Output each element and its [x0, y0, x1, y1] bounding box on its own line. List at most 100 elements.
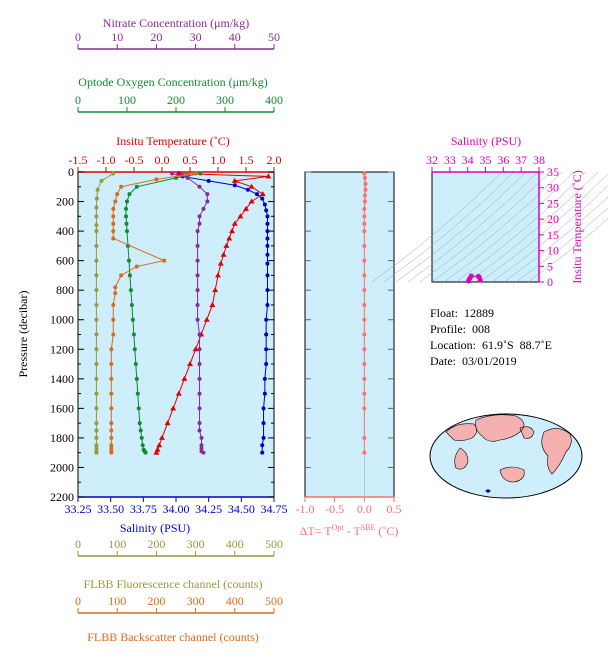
nitrate-point — [197, 406, 202, 411]
backscatter-point — [109, 406, 114, 411]
temperature-point — [231, 177, 238, 183]
salinity-point — [264, 362, 269, 367]
salinity-point — [255, 192, 260, 197]
backscatter-point — [109, 421, 114, 426]
delta-t-point — [362, 229, 367, 234]
temperature-point — [170, 405, 177, 411]
temperature-axis-title: Insitu Temperature (˚C) — [116, 134, 230, 148]
backscatter-point — [111, 317, 116, 322]
delta-t-tick-label: -0.5 — [325, 502, 344, 516]
density-contour — [383, 171, 515, 283]
temperature-series — [153, 170, 272, 455]
oxygen-point — [129, 302, 134, 307]
oxygen-point — [137, 421, 142, 426]
delta-t-point — [362, 302, 367, 307]
ts-temperature-tick-label: 25 — [547, 196, 559, 210]
temperature-point — [215, 272, 221, 278]
density-contour — [515, 207, 608, 283]
backscatter-point — [109, 391, 114, 396]
density-contour — [431, 171, 563, 283]
backscatter-point — [162, 258, 167, 263]
salinity-point — [265, 243, 270, 248]
fluorescence-point — [94, 229, 99, 234]
density-contour — [419, 171, 551, 283]
nitrate-tick-label: 40 — [229, 30, 241, 44]
backscatter-point — [115, 192, 120, 197]
oxygen-point — [124, 221, 129, 226]
nitrate-point — [197, 332, 202, 337]
temperature-point — [153, 449, 160, 455]
oxygen-point — [136, 406, 141, 411]
temperature-tick-label: -0.5 — [125, 153, 144, 167]
salinity-point — [261, 421, 266, 426]
nitrate-tick-label: 10 — [111, 30, 123, 44]
fluorescence-point — [94, 376, 99, 381]
salinity-point — [265, 252, 270, 257]
backscatter-point — [154, 177, 159, 182]
pressure-axis: 0 200 400 600 800 1000 1200 1400 1600 1800 2000 220… — [50, 165, 394, 504]
backscatter-axis-title: FLBB Backscatter channel (counts) — [87, 630, 259, 644]
nitrate-axis: 0 10 20 30 40 50 — [75, 30, 280, 50]
backscatter-tick-label: 400 — [226, 594, 244, 608]
delta-t-point — [362, 288, 367, 293]
salinity-tick-label: 34.75 — [261, 502, 288, 516]
ts-point — [477, 277, 483, 283]
temperature-point — [159, 434, 165, 440]
nitrate-point — [197, 184, 202, 189]
oxygen-axis: 0 100 200 300 400 — [75, 93, 283, 113]
fluorescence-point — [94, 347, 99, 352]
oxygen-point — [127, 192, 132, 197]
backscatter-series — [109, 171, 198, 455]
ts-salinity-axis-title: Salinity (PSU) — [451, 134, 521, 148]
nitrate-tick-label: 50 — [268, 30, 280, 44]
nitrate-point — [197, 376, 202, 381]
pressure-tick-label: 600 — [56, 254, 74, 268]
nitrate-point — [195, 288, 200, 293]
map-land — [445, 414, 572, 483]
fluorescence-point — [94, 450, 99, 455]
backscatter-point — [111, 302, 116, 307]
delta-t-point — [362, 450, 367, 455]
backscatter-point — [109, 376, 114, 381]
fluorescence-point — [94, 406, 99, 411]
pressure-tick-label: 2000 — [50, 460, 74, 474]
backscatter-tick-label: 500 — [265, 594, 283, 608]
oxygen-point — [128, 288, 133, 293]
delta-t-point — [362, 332, 367, 337]
ts-temperature-tick-label: 35 — [547, 165, 559, 179]
nitrate-point — [170, 171, 175, 176]
backscatter-point — [109, 428, 114, 433]
pressure-tick-label: 1200 — [50, 342, 74, 356]
pressure-tick-label: 0 — [68, 165, 74, 179]
nitrate-tick-label: 20 — [150, 30, 162, 44]
salinity-point — [265, 214, 270, 219]
backscatter-point — [109, 450, 114, 455]
delta-t-point — [362, 193, 367, 198]
salinity-series — [176, 171, 270, 455]
density-contour — [455, 171, 587, 283]
fluorescence-tick-label: 0 — [75, 537, 81, 551]
backscatter-point — [109, 435, 114, 440]
temperature-point — [259, 191, 266, 197]
nitrate-point — [195, 302, 200, 307]
oxygen-point — [133, 362, 138, 367]
salinity-point — [260, 196, 265, 201]
oxygen-point — [143, 450, 148, 455]
temperature-point — [203, 316, 210, 322]
density-contour — [371, 171, 503, 283]
backscatter-point — [119, 273, 124, 278]
temperature-axis: -1.5 -1.0 -0.5 0.0 0.5 1.0 1.5 2.0 — [69, 153, 282, 173]
delta-t-plot-area — [304, 171, 395, 498]
delta-t-point — [362, 206, 367, 211]
fluorescence-point — [94, 258, 99, 263]
temperature-point — [217, 260, 224, 266]
oxygen-tick-label: 200 — [167, 93, 185, 107]
pressure-tick-label: 800 — [56, 283, 74, 297]
temperature-point — [243, 205, 249, 211]
nitrate-point — [185, 175, 190, 180]
temperature-tick-label: -1.0 — [97, 153, 116, 167]
pressure-tick-label: 1400 — [50, 372, 74, 386]
nitrate-point — [197, 214, 202, 219]
fluorescence-tick-label: 100 — [108, 537, 126, 551]
ts-temperature-tick-label: 15 — [547, 228, 559, 242]
